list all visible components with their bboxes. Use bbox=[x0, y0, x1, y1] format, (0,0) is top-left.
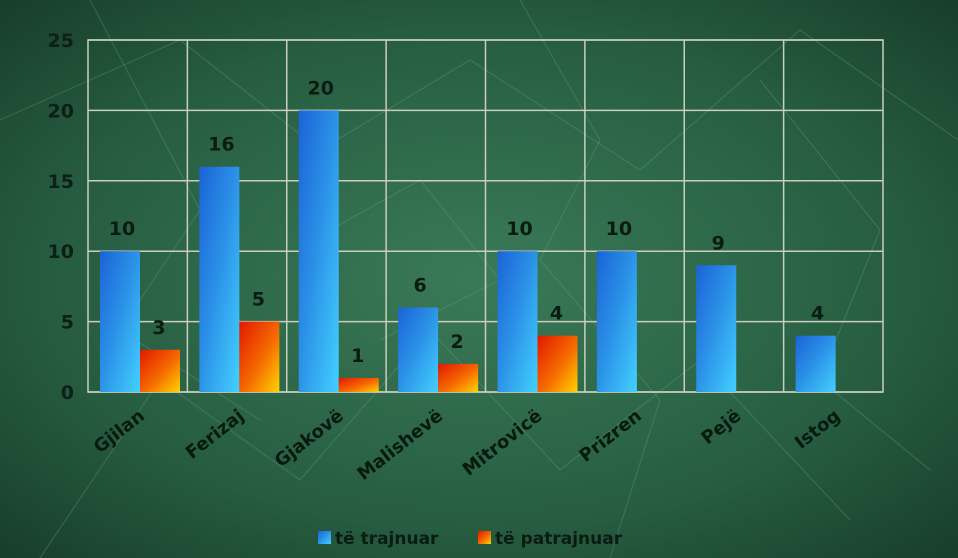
y-tick-label: 5 bbox=[61, 312, 74, 334]
bar bbox=[199, 166, 240, 392]
data-label: 10 bbox=[606, 218, 632, 240]
legend: të trajnuar të patrajnuar bbox=[318, 529, 623, 549]
plot-area: 0510152025103Gjilan165Ferizaj201Gjakovë6… bbox=[48, 30, 884, 485]
bar bbox=[239, 321, 280, 392]
legend-swatch bbox=[478, 531, 491, 544]
legend-swatch bbox=[318, 531, 331, 544]
data-label: 2 bbox=[451, 331, 464, 353]
data-label: 4 bbox=[811, 303, 824, 325]
data-label: 10 bbox=[109, 218, 135, 240]
y-tick-label: 10 bbox=[48, 241, 74, 263]
bar bbox=[100, 251, 140, 392]
y-tick-label: 20 bbox=[48, 100, 74, 122]
bar bbox=[497, 251, 538, 392]
bar bbox=[596, 251, 637, 392]
bar bbox=[696, 265, 737, 392]
bar bbox=[140, 349, 180, 392]
bar bbox=[795, 335, 836, 392]
data-label: 4 bbox=[550, 303, 563, 325]
bar bbox=[338, 377, 379, 392]
data-label: 5 bbox=[252, 289, 265, 311]
y-tick-label: 15 bbox=[48, 171, 74, 193]
bar bbox=[537, 335, 578, 392]
legend-label: të patrajnuar bbox=[495, 529, 623, 549]
y-tick-label: 0 bbox=[61, 382, 74, 404]
data-label: 20 bbox=[308, 77, 334, 99]
y-tick-label: 25 bbox=[48, 30, 74, 52]
data-label: 10 bbox=[506, 218, 532, 240]
data-label: 1 bbox=[351, 345, 364, 367]
bar bbox=[438, 363, 479, 392]
bar bbox=[298, 110, 339, 393]
data-label: 16 bbox=[208, 134, 234, 156]
legend-label: të trajnuar bbox=[335, 529, 439, 549]
data-label: 3 bbox=[152, 317, 165, 339]
data-label: 9 bbox=[712, 232, 725, 254]
data-label: 6 bbox=[414, 275, 427, 297]
bar bbox=[398, 307, 439, 392]
